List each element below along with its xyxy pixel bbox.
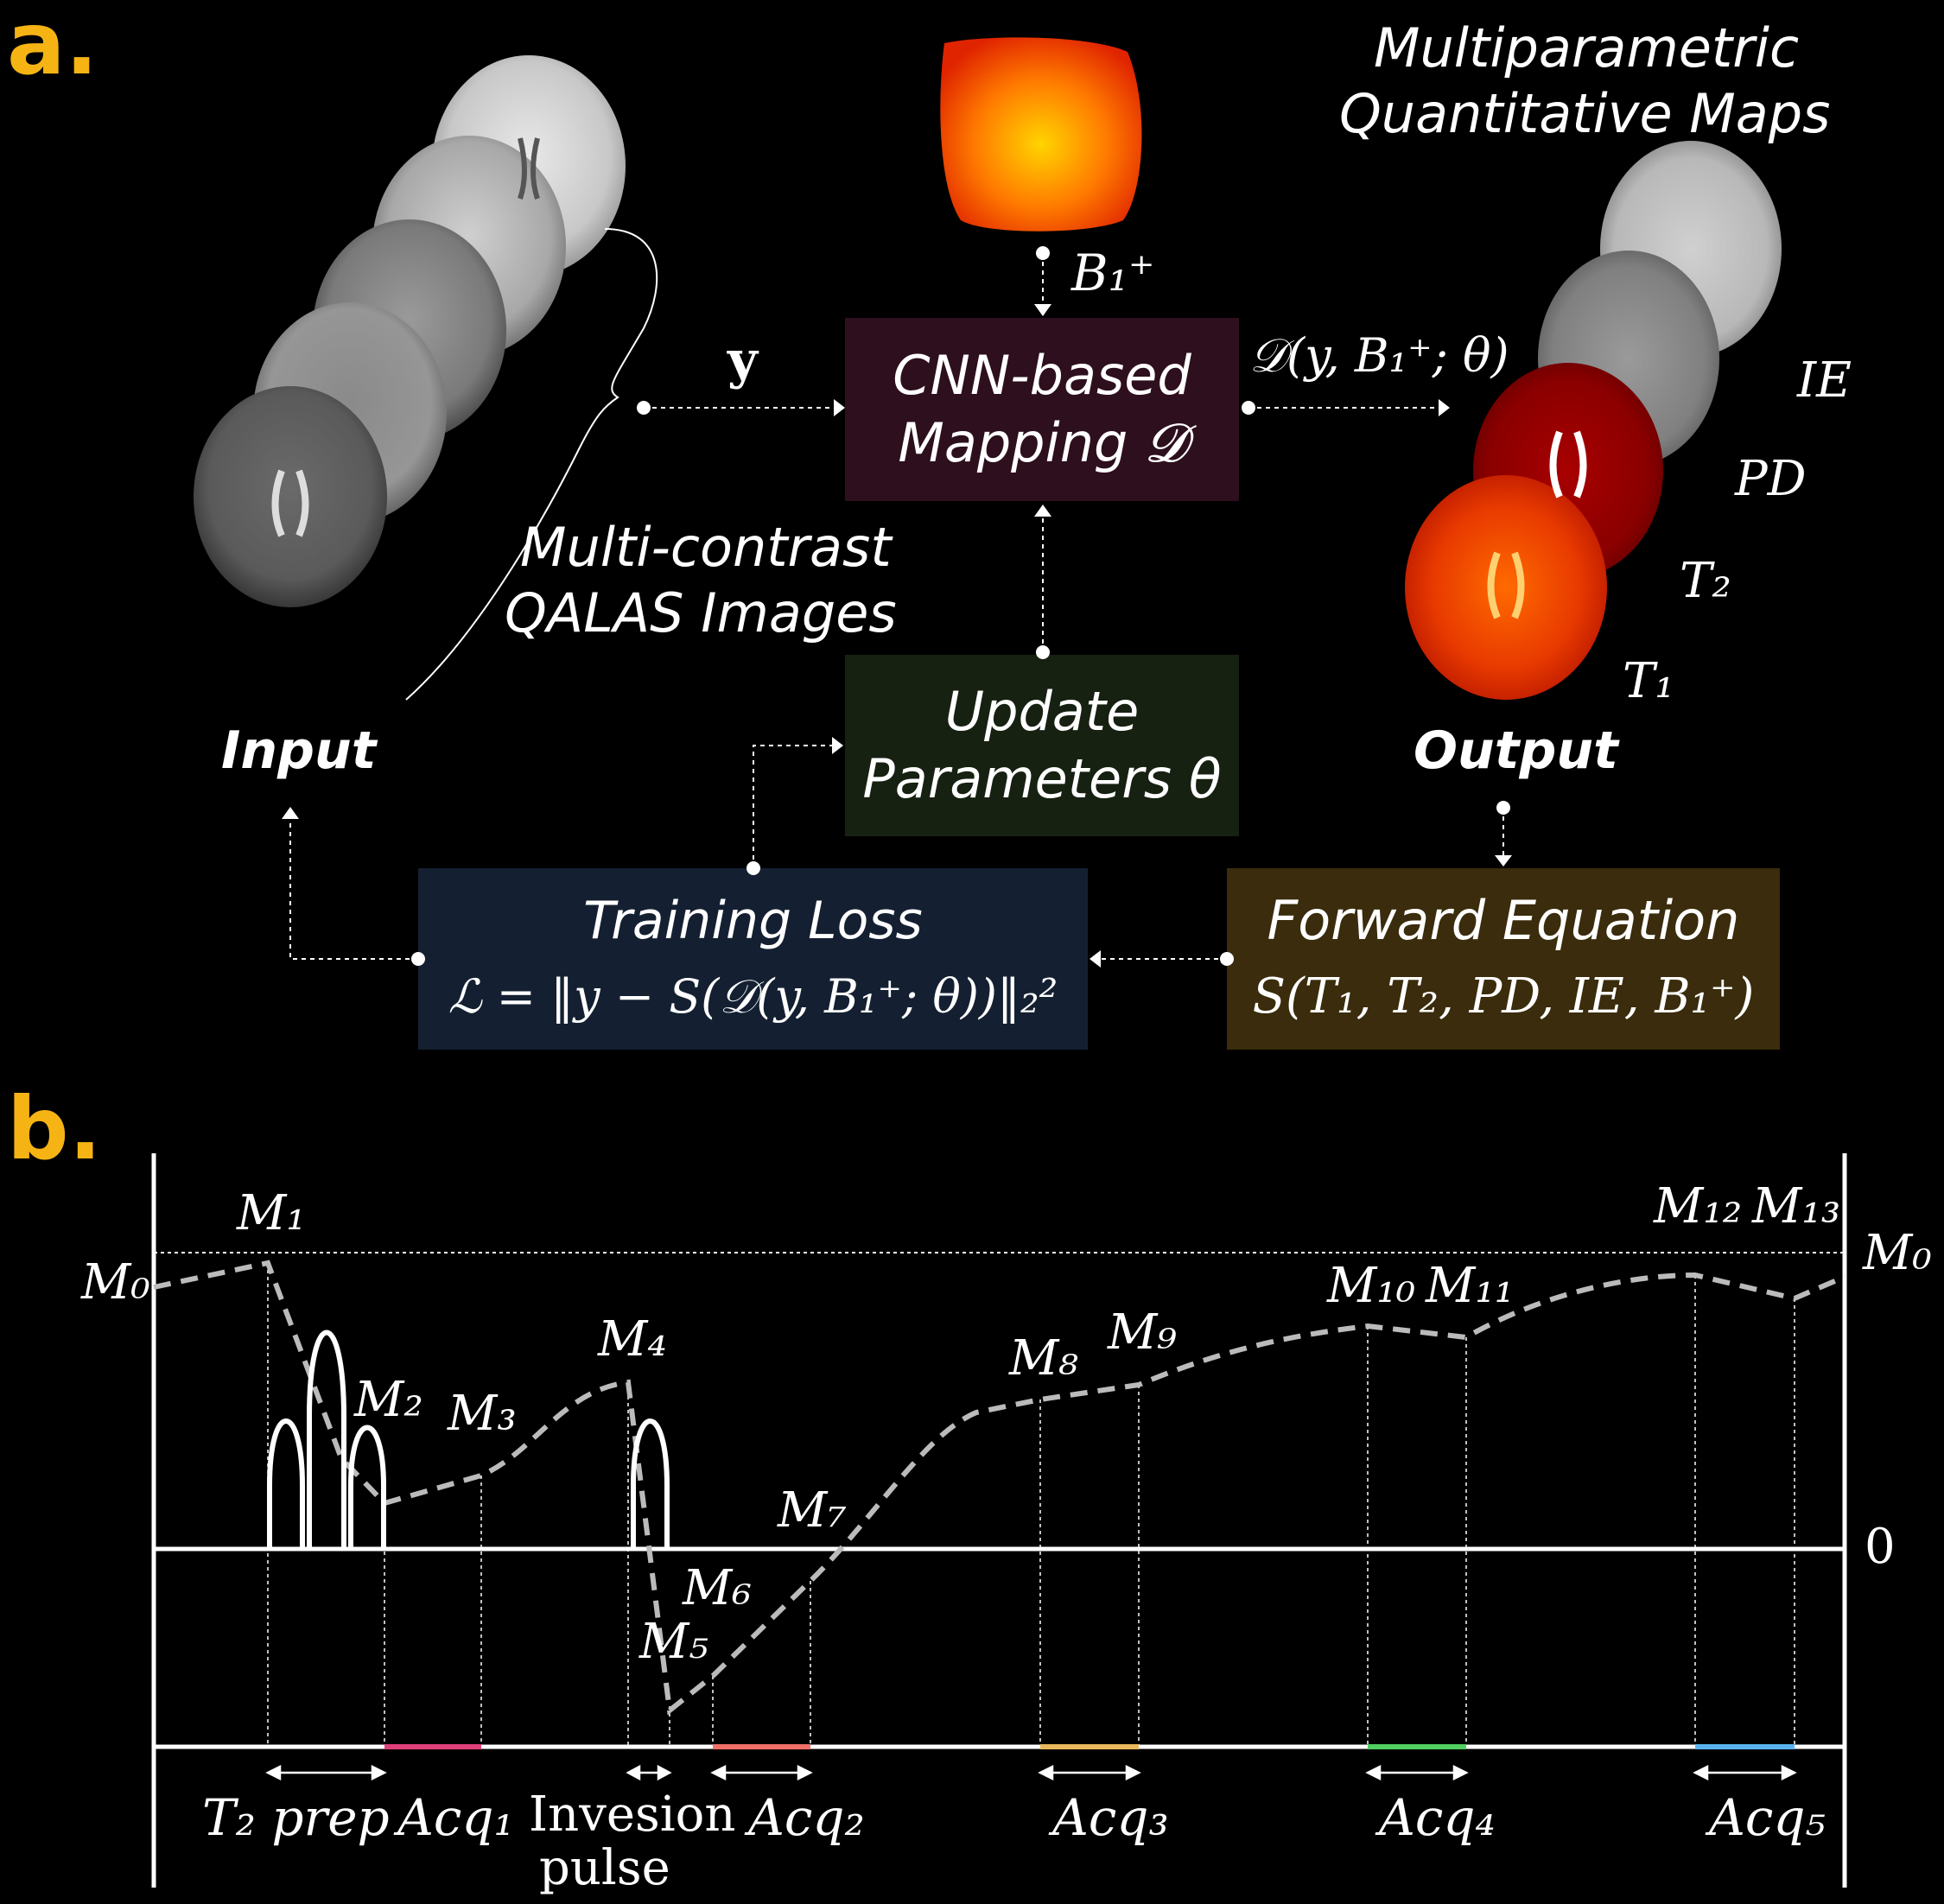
inversion-label-line1: Invesion xyxy=(529,1787,736,1843)
y-symbol: y xyxy=(727,330,758,390)
training-loss-box: Training Loss ℒ = ‖y − S(𝒟(y, B₁⁺; θ))‖₂… xyxy=(418,868,1088,1050)
forward-box-line1: Forward Equation xyxy=(1267,889,1740,952)
acq1-label: Acq₁ xyxy=(397,1788,514,1847)
m-label-4: M₄ xyxy=(598,1311,667,1368)
map-label-pd: PD xyxy=(1735,451,1807,507)
m-label-3: M₃ xyxy=(448,1386,517,1442)
m-label-11: M₁₁ xyxy=(1426,1258,1515,1314)
m-label-0-right: M₀ xyxy=(1863,1225,1932,1281)
cnn-box-line1: CNN-based xyxy=(893,344,1191,407)
b1-symbol: B₁⁺ xyxy=(1071,244,1155,302)
input-label: Input xyxy=(221,720,377,781)
output-label: Output xyxy=(1414,720,1618,781)
m-label-12: M₁₂ xyxy=(1654,1178,1743,1234)
zero-label: 0 xyxy=(1865,1519,1896,1575)
m-label-2: M₂ xyxy=(354,1372,423,1428)
map-label-ie: IE xyxy=(1797,352,1852,409)
acq4-label: Acq₄ xyxy=(1379,1788,1496,1847)
forward-equation-box: Forward Equation S(T₁, T₂, PD, IE, B₁⁺) xyxy=(1227,868,1780,1050)
panel-b-label: b. xyxy=(7,1078,102,1179)
forward-box-line2: S(T₁, T₂, PD, IE, B₁⁺) xyxy=(1252,968,1755,1025)
m-label-9: M₉ xyxy=(1108,1304,1177,1361)
update-box-line2: Parameters θ xyxy=(862,747,1222,810)
acq5-label: Acq₅ xyxy=(1709,1788,1826,1847)
loss-box-line2: ℒ = ‖y − S(𝒟(y, B₁⁺; θ))‖₂² xyxy=(448,969,1058,1024)
m-label-13: M₁₃ xyxy=(1752,1178,1841,1234)
m-label-10: M₁₀ xyxy=(1327,1258,1416,1314)
map-label-t2: T₂ xyxy=(1680,553,1731,609)
acq2-label: Acq₂ xyxy=(748,1788,865,1847)
cnn-mapping-box: CNN-based Mapping 𝓓 xyxy=(845,318,1239,501)
m-label-6: M₆ xyxy=(683,1560,752,1616)
update-box-line1: Update xyxy=(944,680,1140,743)
update-parameters-box: Update Parameters θ xyxy=(845,655,1239,836)
multicontrast-line1: Multi-contrast xyxy=(520,516,892,579)
panel-a-label: a. xyxy=(7,0,98,94)
m-label-8: M₈ xyxy=(1009,1330,1078,1387)
m-label-0-left: M₀ xyxy=(81,1254,150,1311)
multicontrast-line2: QALAS Images xyxy=(505,581,897,644)
cnn-box-line2: Mapping 𝓓 xyxy=(898,411,1186,474)
maps-title-line1: Multiparametric xyxy=(1374,16,1800,79)
m-label-1: M₁ xyxy=(237,1185,306,1241)
acq3-label: Acq₃ xyxy=(1052,1788,1169,1847)
loss-box-line1: Training Loss xyxy=(583,891,923,951)
m-label-7: M₇ xyxy=(778,1482,847,1539)
maps-title-line2: Quantitative Maps xyxy=(1339,82,1831,145)
inversion-label-line2: pulse xyxy=(539,1840,670,1896)
m-label-5: M₅ xyxy=(639,1614,708,1670)
map-label-t1: T₁ xyxy=(1623,653,1674,709)
t2-prep-label: T₂ prep xyxy=(202,1788,390,1847)
d-output-symbol: 𝒟(y, B₁⁺; θ) xyxy=(1249,328,1509,383)
input-image-stack xyxy=(194,55,626,607)
